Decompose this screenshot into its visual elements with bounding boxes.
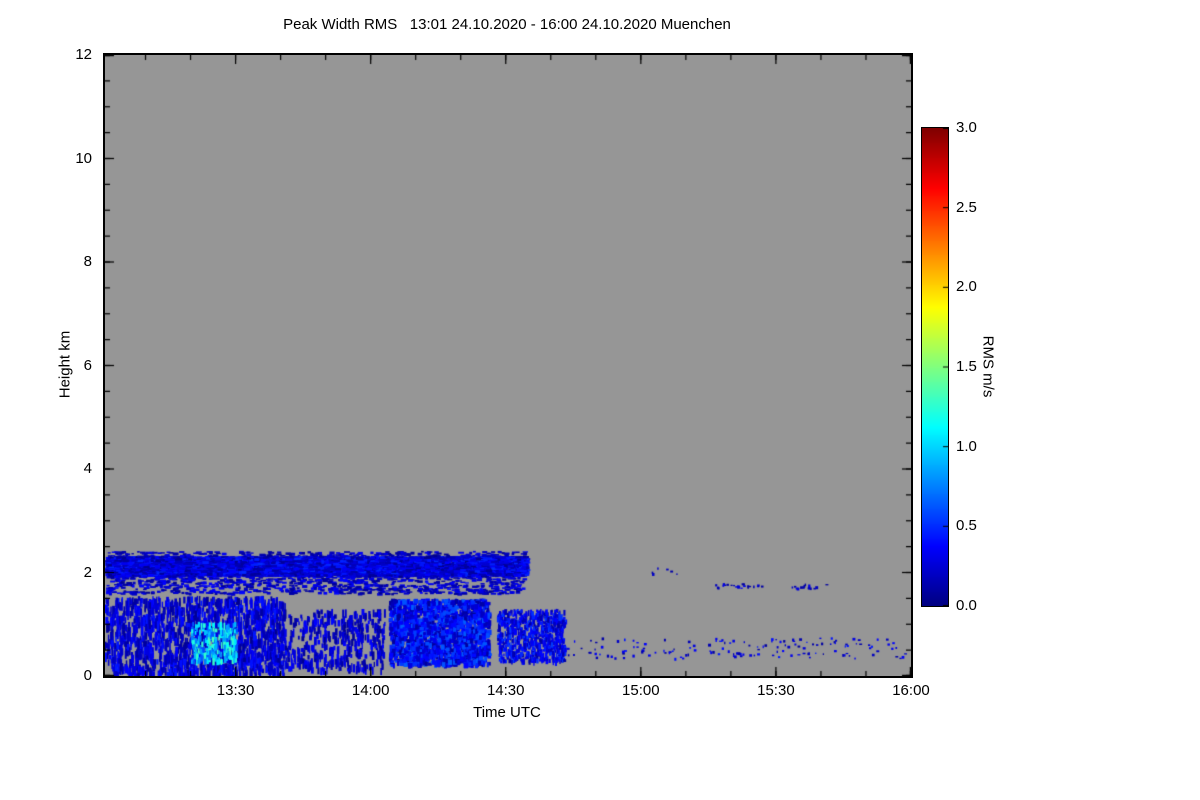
colorbar-tick-label: 2.5: [956, 198, 977, 216]
colorbar-tick-label: 0.5: [956, 517, 977, 535]
y-tick-label: 2: [83, 563, 92, 581]
y-tick-label: 10: [75, 149, 92, 167]
y-tick-label: 4: [83, 460, 92, 477]
y-tick-label: 12: [75, 46, 92, 63]
x-tick-label: 15:00: [622, 682, 660, 699]
colorbar-tick-label: 2.0: [956, 278, 977, 296]
x-tick-label: 15:30: [757, 682, 795, 699]
x-tick-label: 14:00: [351, 682, 390, 699]
colorbar-tick-label: 1.5: [956, 358, 977, 375]
colorbar-tick-label: 1.0: [956, 437, 977, 455]
x-axis-label: Time UTC: [473, 704, 541, 721]
colorbar-tick-label: 0.0: [956, 597, 977, 614]
y-tick-label: 6: [83, 356, 92, 374]
x-tick-label: 13:30: [216, 682, 255, 699]
y-tick-label: 8: [83, 253, 92, 270]
y-tick-label: 0: [83, 667, 92, 684]
plot-area: [103, 53, 913, 678]
colorbar: [921, 127, 949, 607]
colorbar-canvas: [922, 128, 948, 606]
chart-title: Peak Width RMS 13:01 24.10.2020 - 16:00 …: [283, 16, 731, 33]
heatmap-canvas: [105, 55, 911, 676]
x-tick-label: 14:30: [486, 682, 525, 699]
x-tick-label: 16:00: [892, 682, 930, 699]
colorbar-tick-label: 3.0: [956, 119, 977, 136]
